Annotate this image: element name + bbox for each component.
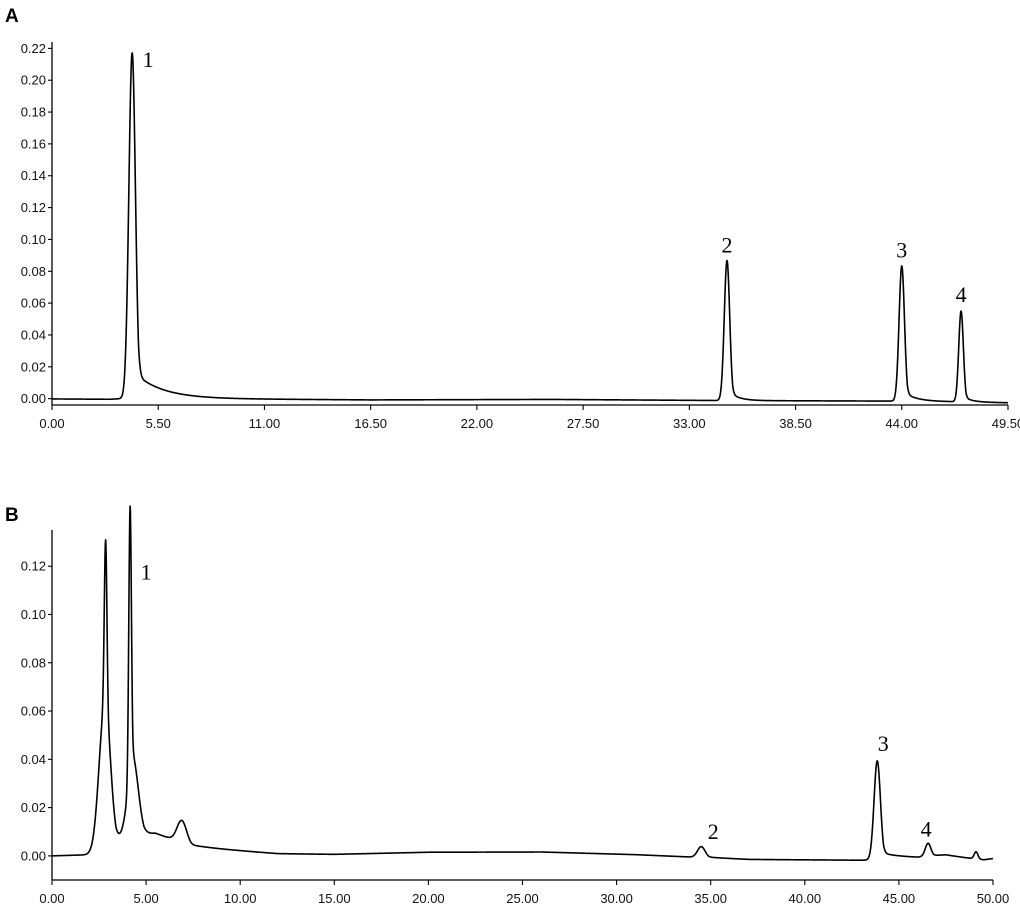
y-tick-label: 0.00 (21, 391, 46, 406)
y-tick-label: 0.22 (21, 41, 46, 56)
y-tick-label: 0.02 (21, 800, 46, 815)
y-tick-label: 0.12 (21, 559, 46, 574)
peak-label-1: 1 (143, 47, 154, 72)
chromatogram-trace (51, 52, 1009, 404)
y-tick-label: 0.16 (21, 136, 46, 151)
peak-label-4: 4 (956, 282, 967, 307)
x-tick-label: 11.00 (249, 416, 281, 431)
x-tick-label: 5.50 (146, 416, 171, 431)
panel-label-a: A (5, 6, 19, 27)
y-tick-label: 0.08 (21, 655, 46, 670)
y-tick-label: 0.04 (21, 752, 46, 767)
y-tick-label: 0.06 (21, 704, 46, 719)
x-tick-label: 16.50 (354, 416, 387, 431)
x-tick-label: 38.50 (779, 416, 812, 431)
x-tick-label: 5.00 (133, 891, 158, 906)
x-tick-label: 27.50 (567, 416, 600, 431)
peak-label-2: 2 (721, 233, 732, 258)
x-tick-label: 0.00 (39, 891, 64, 906)
y-tick-label: 0.14 (21, 168, 46, 183)
x-tick-label: 40.00 (789, 891, 822, 906)
y-tick-label: 0.12 (21, 200, 46, 215)
x-tick-label: 22.00 (461, 416, 494, 431)
x-tick-label: 25.00 (506, 891, 539, 906)
peak-label-4: 4 (921, 817, 932, 842)
x-tick-label: 50.00 (977, 891, 1010, 906)
y-tick-label: 0.10 (21, 232, 46, 247)
peak-label-1: 1 (141, 560, 152, 585)
y-tick-label: 0.10 (21, 607, 46, 622)
y-tick-label: 0.20 (21, 73, 46, 88)
x-tick-label: 33.00 (673, 416, 706, 431)
x-tick-label: 0.00 (39, 416, 64, 431)
chromatogram-trace (51, 505, 994, 862)
y-tick-label: 0.04 (21, 327, 46, 342)
x-tick-label: 35.00 (694, 891, 727, 906)
x-tick-label: 15.00 (318, 891, 351, 906)
y-tick-label: 0.02 (21, 359, 46, 374)
y-tick-label: 0.00 (21, 848, 46, 863)
x-tick-label: 49.50 (992, 416, 1020, 431)
peak-label-2: 2 (708, 819, 719, 844)
x-tick-label: 45.00 (883, 891, 916, 906)
y-tick-label: 0.18 (21, 105, 46, 120)
y-tick-label: 0.06 (21, 296, 46, 311)
x-tick-label: 44.00 (886, 416, 919, 431)
panel-label-b: B (5, 505, 19, 526)
x-tick-label: 10.00 (224, 891, 257, 906)
peak-label-3: 3 (896, 237, 907, 262)
y-tick-label: 0.08 (21, 264, 46, 279)
x-tick-label: 20.00 (412, 891, 445, 906)
x-tick-label: 30.00 (600, 891, 633, 906)
peak-label-3: 3 (878, 731, 889, 756)
